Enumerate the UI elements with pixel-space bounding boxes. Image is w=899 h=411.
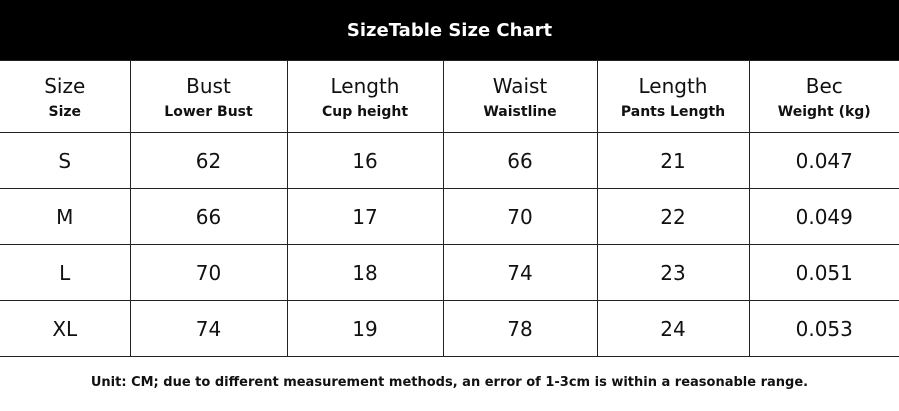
header-cell: Size Size [0, 60, 131, 133]
cell: 70 [442, 188, 598, 245]
cell: 66 [129, 188, 288, 245]
cell: L [0, 244, 131, 301]
cell: 23 [596, 244, 750, 301]
cell: 16 [286, 132, 444, 189]
cell: 0.053 [748, 300, 899, 357]
column-sublabel: Pants Length [620, 103, 726, 120]
title: SizeTable Size Chart [0, 0, 899, 60]
header-cell: Bec Weight (kg) [748, 60, 899, 133]
column-label: Bec [805, 73, 843, 98]
header-cell: Bust Lower Bust [129, 60, 288, 133]
cell: 74 [442, 244, 598, 301]
data-row: S 62 16 66 21 0.047 [0, 132, 899, 189]
header-cell: Waist Waistline [442, 60, 598, 133]
cell: 62 [129, 132, 288, 189]
column-sublabel: Size [48, 103, 82, 120]
column-label: Bust [186, 73, 231, 98]
cell: 0.049 [748, 188, 899, 245]
cell: 19 [286, 300, 444, 357]
size-table: Size Size Bust Lower Bust Length Cup height Wa… [0, 60, 899, 357]
cell: 21 [596, 132, 750, 189]
cell: M [0, 188, 131, 245]
cell: S [0, 132, 131, 189]
column-label: Size [44, 73, 86, 98]
column-sublabel: Lower Bust [164, 103, 253, 120]
cell: 74 [129, 300, 288, 357]
column-label: Length [638, 73, 708, 98]
data-row: L 70 18 74 23 0.051 [0, 244, 899, 301]
cell: 24 [596, 300, 750, 357]
column-sublabel: Cup height [321, 103, 409, 120]
cell: 22 [596, 188, 750, 245]
cell: XL [0, 300, 131, 357]
column-label: Length [330, 73, 400, 98]
column-label: Waist [492, 73, 548, 98]
cell: 78 [442, 300, 598, 357]
column-sublabel: Weight (kg) [777, 103, 871, 120]
data-row: M 66 17 70 22 0.049 [0, 188, 899, 245]
cell: 66 [442, 132, 598, 189]
data-row: XL 74 19 78 24 0.053 [0, 300, 899, 357]
cell: 0.051 [748, 244, 899, 301]
cell: 17 [286, 188, 444, 245]
header-cell: Length Cup height [286, 60, 444, 133]
cell: 70 [129, 244, 288, 301]
column-sublabel: Waistline [483, 103, 557, 120]
header-cell: Length Pants Length [596, 60, 750, 133]
footnote: Unit: CM; due to different measurement m… [90, 375, 809, 390]
cell: 0.047 [748, 132, 899, 189]
cell: 18 [286, 244, 444, 301]
header-row: Size Size Bust Lower Bust Length Cup height Wa… [0, 60, 899, 133]
